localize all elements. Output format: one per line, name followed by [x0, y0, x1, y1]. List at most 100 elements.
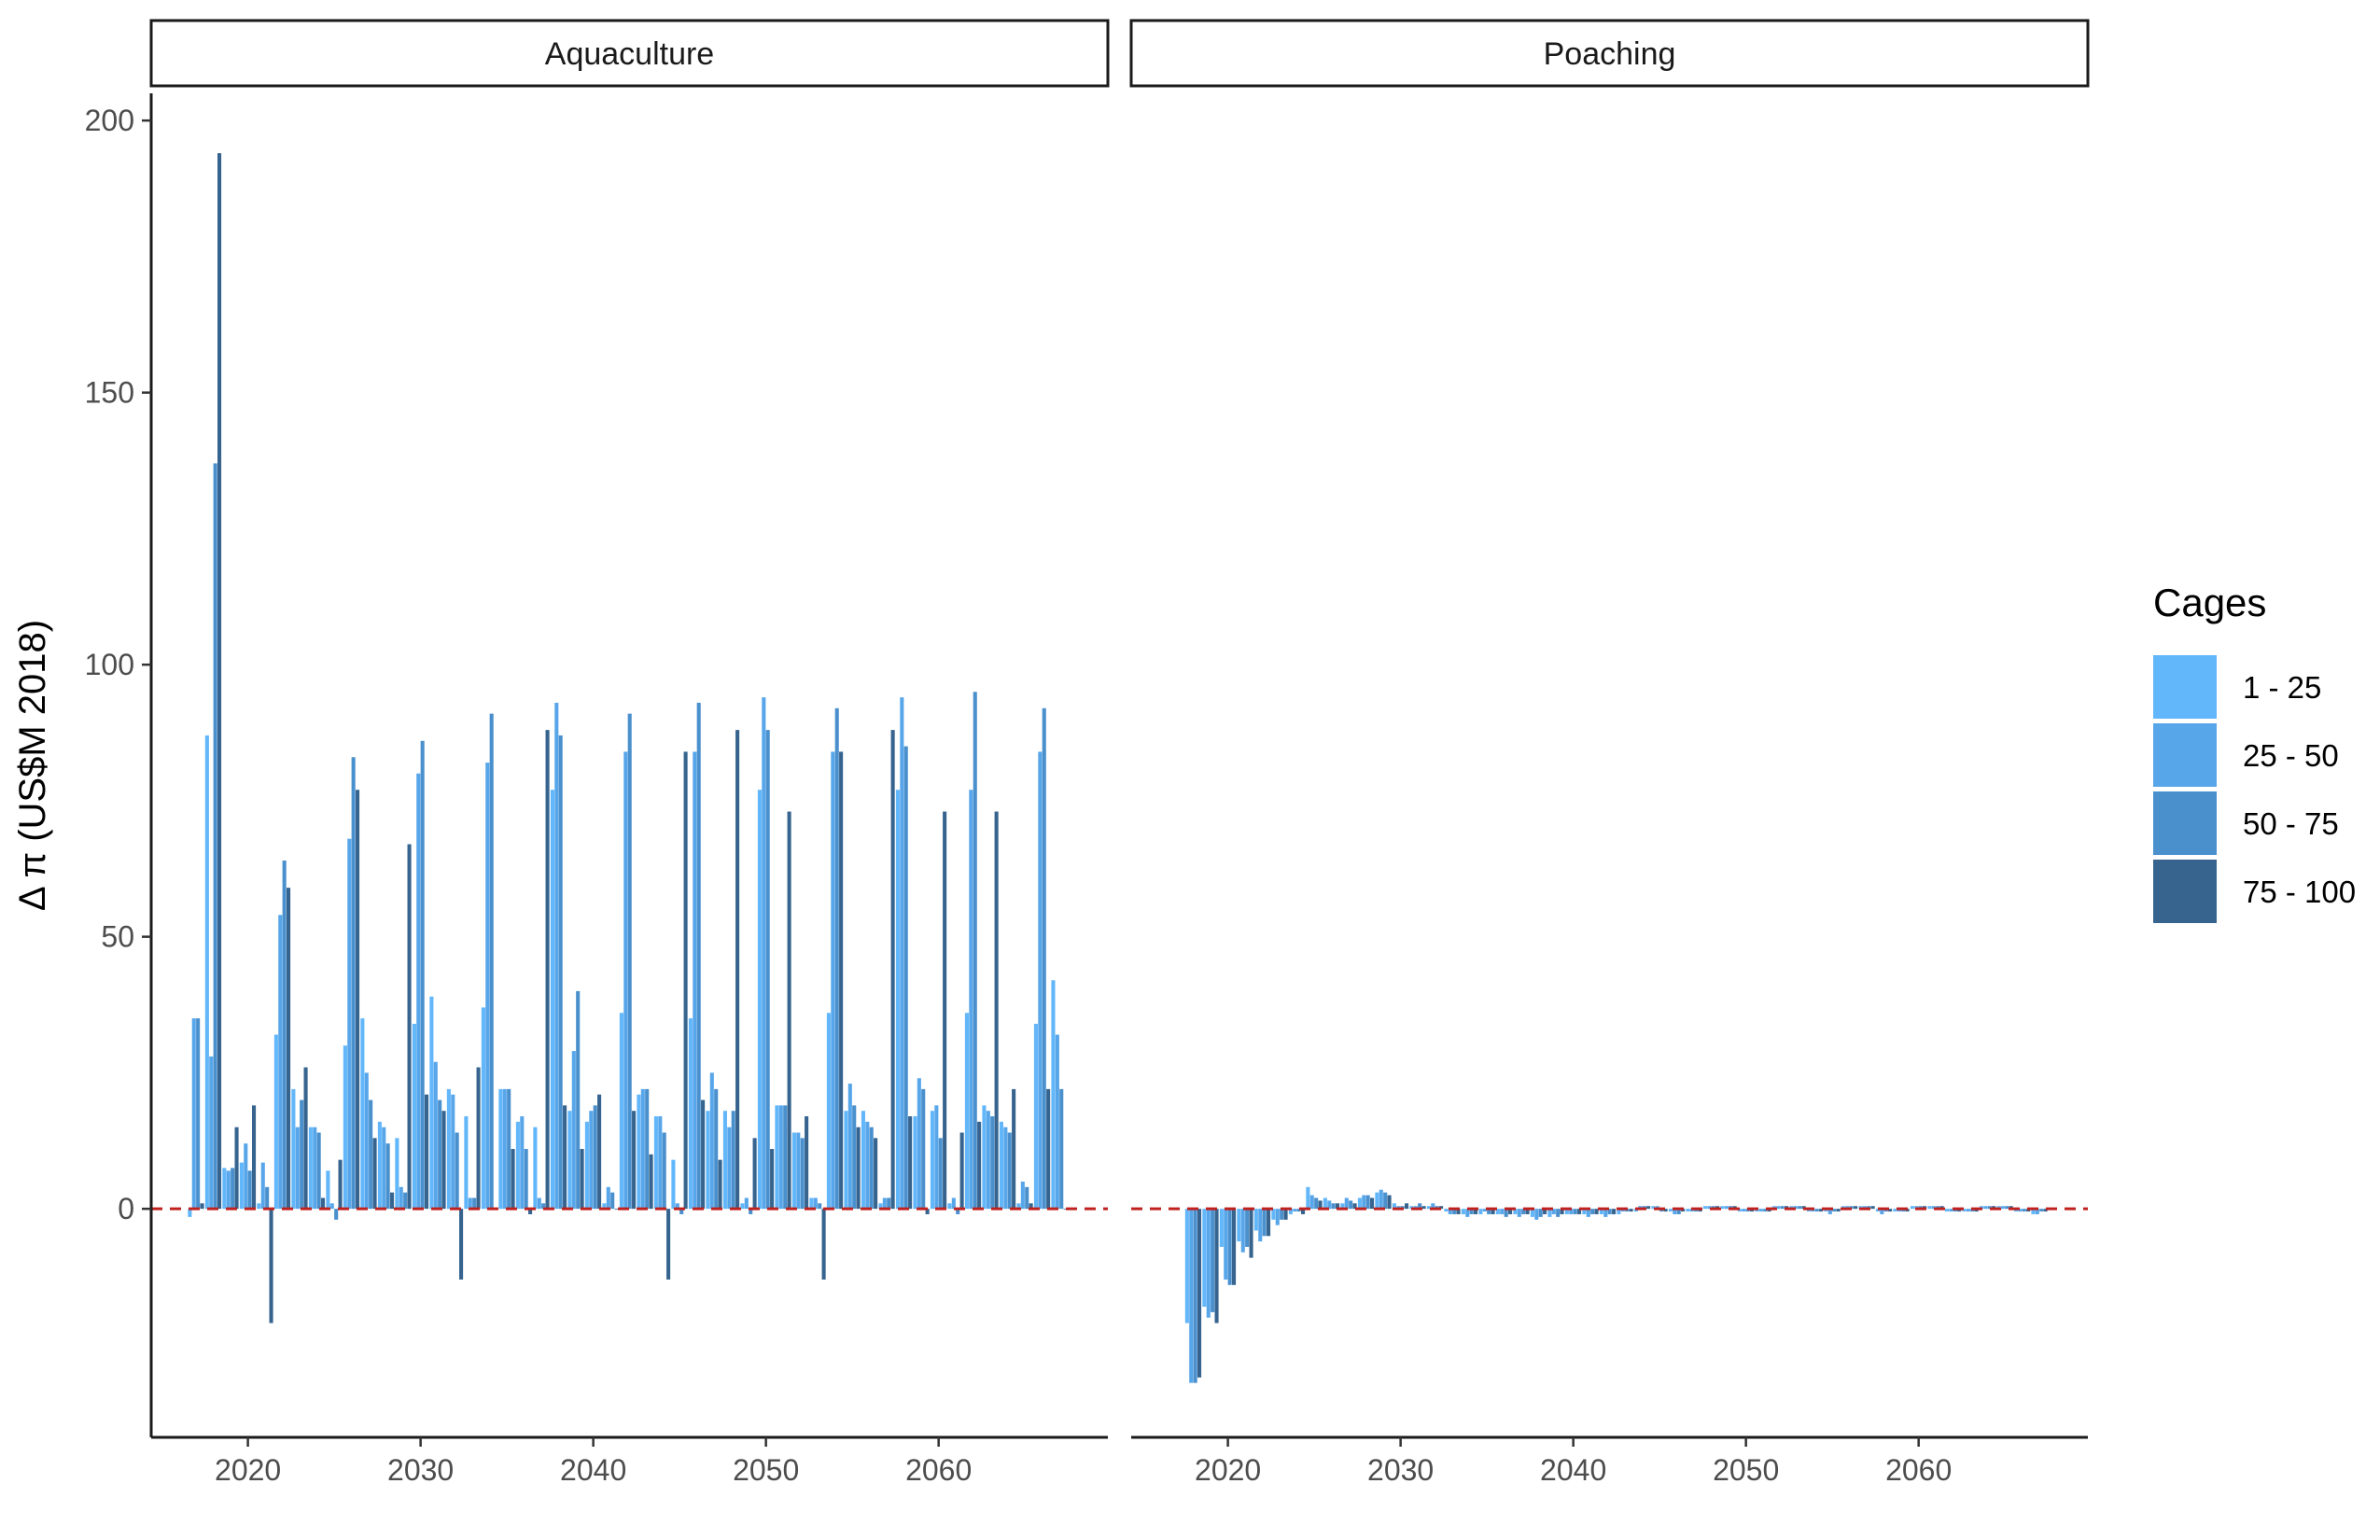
bar: [282, 861, 287, 1210]
bar: [1944, 1209, 1949, 1212]
bar: [407, 844, 412, 1210]
bar: [1827, 1209, 1832, 1214]
x-tick-label: 2030: [387, 1453, 454, 1487]
bar: [412, 1023, 416, 1210]
x-tick-label: 2050: [1713, 1453, 1779, 1487]
bar: [1607, 1209, 1612, 1214]
bar: [1323, 1197, 1327, 1210]
bar: [226, 1170, 231, 1210]
bar: [1949, 1209, 1953, 1212]
bar: [908, 1116, 913, 1210]
bar: [537, 1197, 541, 1210]
bar: [1931, 1206, 1936, 1210]
bar: [994, 811, 999, 1210]
bar: [938, 1138, 943, 1210]
bar: [778, 1105, 783, 1210]
bar: [425, 1094, 429, 1210]
bar: [731, 1111, 735, 1210]
bar: [744, 1197, 749, 1210]
bar: [706, 1111, 710, 1210]
bar: [1418, 1203, 1422, 1210]
bar: [1577, 1209, 1582, 1214]
bar: [468, 1197, 472, 1210]
bar: [671, 1159, 676, 1210]
bar: [1594, 1209, 1599, 1214]
bar: [1836, 1209, 1841, 1212]
bar: [313, 1127, 317, 1210]
bar: [831, 751, 835, 1210]
bar: [1668, 1209, 1673, 1212]
bar: [481, 1007, 485, 1210]
bar: [947, 1203, 952, 1210]
bar: [429, 996, 434, 1210]
x-tick-label: 2030: [1367, 1453, 1434, 1487]
legend-key: [2153, 791, 2217, 855]
bar: [900, 697, 904, 1210]
bar: [1219, 1209, 1224, 1247]
bar: [1007, 1132, 1012, 1210]
bar: [1617, 1209, 1621, 1214]
bar: [308, 1127, 313, 1210]
x-tick-label: 2060: [905, 1453, 972, 1487]
bar: [1702, 1206, 1707, 1210]
bar: [1763, 1209, 1768, 1212]
bar: [1370, 1197, 1375, 1210]
bar: [338, 1159, 343, 1210]
bar: [291, 1088, 296, 1210]
bar: [1513, 1209, 1518, 1214]
bar: [762, 697, 766, 1210]
bar: [533, 1127, 538, 1210]
bar: [204, 735, 209, 1210]
legend-label: 75 - 100: [2243, 875, 2356, 909]
bar: [196, 1018, 201, 1210]
bar: [485, 763, 490, 1210]
bar: [1383, 1192, 1388, 1210]
bar: [1663, 1209, 1668, 1212]
bar: [1003, 1127, 1008, 1210]
bar: [1232, 1209, 1237, 1285]
bar: [1379, 1189, 1383, 1210]
bar: [472, 1197, 477, 1210]
bar: [1534, 1209, 1539, 1220]
bar: [1245, 1209, 1250, 1247]
bar: [217, 153, 222, 1210]
bar: [1893, 1209, 1897, 1212]
bar: [1742, 1209, 1746, 1212]
bar: [1184, 1209, 1189, 1323]
bar: [334, 1209, 339, 1220]
bar: [1482, 1209, 1487, 1212]
bar: [649, 1154, 653, 1210]
bar: [1349, 1200, 1353, 1210]
bar: [839, 751, 844, 1210]
panel-poaching: Poaching 2020 2030 2040 2050 2060: [1129, 19, 2090, 1487]
bar: [576, 990, 581, 1210]
facet-strip-label: Poaching: [1544, 36, 1676, 72]
bar: [834, 707, 839, 1210]
bar: [1590, 1209, 1595, 1214]
y-axis: 0 50 100 150 200: [85, 93, 153, 1437]
bar: [722, 1111, 727, 1210]
legend-key: [2153, 723, 2217, 787]
x-tick-label: 2050: [733, 1453, 799, 1487]
bar: [847, 1084, 852, 1210]
bar: [399, 1186, 403, 1210]
bar: [861, 1111, 865, 1210]
bar: [1612, 1209, 1617, 1214]
bar: [757, 790, 762, 1210]
bar: [1240, 1209, 1245, 1253]
bar: [813, 1197, 818, 1210]
bar: [1599, 1209, 1603, 1214]
bar: [1357, 1197, 1362, 1210]
bar: [645, 1088, 650, 1210]
bar: [956, 1209, 960, 1214]
y-axis-title: Δ π (US$M 2018): [12, 620, 53, 911]
bar: [964, 1013, 969, 1210]
bar: [1016, 1203, 1021, 1210]
bar: [188, 1209, 192, 1217]
bar: [1525, 1209, 1530, 1214]
bar: [420, 740, 425, 1210]
bar: [372, 1138, 377, 1210]
bar: [943, 811, 947, 1210]
bar: [1439, 1206, 1444, 1210]
bar: [693, 751, 697, 1210]
